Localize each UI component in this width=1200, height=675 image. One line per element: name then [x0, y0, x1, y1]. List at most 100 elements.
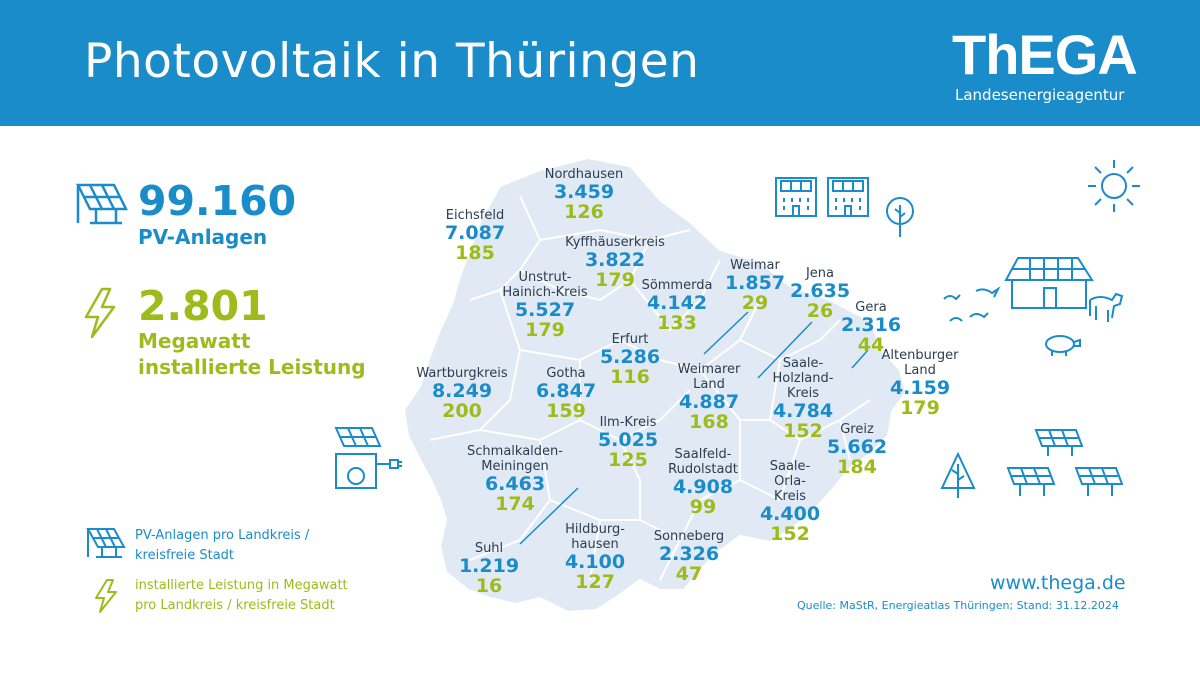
region-name: Erfurt	[611, 332, 649, 347]
region-mw: 44	[857, 334, 885, 356]
region-mw: 125	[608, 449, 648, 471]
region-name-line2: Meiningen	[481, 459, 549, 474]
region-pv-count: 2.635	[789, 280, 851, 302]
region-pv-count: 2.326	[658, 543, 720, 565]
pv-count: 99.160	[138, 177, 297, 225]
region-name-line1: Hildburg-	[565, 522, 625, 537]
region-name-line2: Rudolstadt	[668, 462, 738, 477]
region-pv-count: 5.025	[597, 429, 659, 451]
region-name-line2: Land	[904, 363, 936, 378]
region-pv-count: 6.847	[535, 380, 597, 402]
region-pv-count: 4.887	[678, 391, 740, 413]
region-mw: 174	[495, 493, 535, 515]
region-name-line1: Saale-	[782, 356, 824, 371]
region-pv-count: 5.286	[599, 346, 661, 368]
region-name-line1: Schmalkalden-	[467, 444, 563, 459]
region-name: Gotha	[546, 366, 586, 381]
region-mw: 152	[783, 420, 823, 442]
legend-solar-panel-icon	[86, 528, 126, 558]
region-mw: 16	[475, 575, 503, 597]
fir-tree-icon	[940, 452, 976, 498]
mw-label-line2: installierte Leistung	[138, 355, 366, 379]
website-link[interactable]: www.thega.de	[990, 572, 1126, 594]
thuringia-map	[402, 156, 908, 614]
pv-count-label: PV-Anlagen	[138, 225, 268, 249]
region-pv-count: 8.249	[431, 380, 493, 402]
region-suhl: Suhl 1.219 16	[459, 541, 519, 596]
region-mw: 168	[689, 411, 729, 433]
region-name-line1: Weimarer	[677, 362, 741, 377]
region-altenburger-land: Altenburger Land 4.159 179	[881, 348, 958, 418]
region-mw: 185	[455, 242, 495, 264]
tree-icon	[886, 197, 914, 237]
region-pv-count: 4.159	[889, 377, 951, 399]
birds-icon	[943, 286, 1001, 322]
region-name-line1: Unstrut-	[518, 270, 572, 285]
region-mw: 47	[675, 563, 703, 585]
page-title: Photovoltaik in Thüringen	[84, 34, 700, 89]
sun-icon	[1088, 160, 1140, 212]
region-name-line2: Orla-	[774, 474, 806, 489]
mw-value: 2.801	[138, 282, 268, 330]
region-mw: 127	[575, 571, 615, 593]
solar-panel-icon	[76, 183, 128, 225]
region-mw: 99	[689, 496, 717, 518]
region-pv-count: 4.142	[646, 292, 708, 314]
region-eichsfeld: Eichsfeld 7.087 185	[445, 208, 505, 263]
region-saalfeld-rudolstadt: Saalfeld- Rudolstadt 4.908 99	[668, 447, 738, 517]
region-pv-count: 7.087	[444, 222, 506, 244]
region-soemmerda: Sömmerda 4.142 133	[642, 278, 713, 333]
region-pv-count: 4.100	[564, 551, 626, 573]
region-name-line3: Kreis	[774, 489, 806, 504]
region-pv-count: 1.219	[458, 555, 520, 577]
legend-lightning-icon	[95, 579, 117, 613]
region-pv-count: 4.908	[672, 476, 734, 498]
region-name: Weimar	[730, 258, 780, 273]
region-nordhausen: Nordhausen 3.459 126	[545, 167, 624, 222]
region-mw: 159	[546, 400, 586, 422]
region-pv-count: 5.527	[514, 299, 576, 321]
region-pv-count: 3.459	[553, 181, 615, 203]
region-pv-count: 1.857	[724, 272, 786, 294]
pig-icon	[1045, 335, 1081, 356]
region-mw: 29	[741, 292, 769, 314]
region-pv-count: 5.662	[826, 436, 888, 458]
legend-pv-line2: kreisfreie Stadt	[135, 548, 235, 563]
region-mw: 126	[564, 201, 604, 223]
source-note: Quelle: MaStR, Energieatlas Thüringen; S…	[797, 599, 1119, 612]
region-name: Sonneberg	[653, 529, 725, 544]
solar-charging-station-icon	[334, 427, 402, 489]
region-name-line1: Altenburger	[881, 348, 959, 363]
region-mw: 152	[770, 523, 810, 545]
logo-subtitle: Landesenergieagentur	[955, 86, 1125, 104]
region-name-line2: Holzland-	[772, 371, 834, 386]
region-mw: 179	[595, 269, 635, 291]
legend-mw-line2: pro Landkreis / kreisfreie Stadt	[135, 598, 335, 613]
region-jena: Jena 2.635 26	[790, 266, 850, 321]
solar-field-panel-icon-3	[1074, 467, 1124, 496]
region-name: Wartburgkreis	[416, 366, 508, 381]
region-schmalkalden-meiningen: Schmalkalden- Meiningen 6.463 174	[467, 444, 563, 514]
region-pv-count: 4.784	[772, 400, 834, 422]
region-pv-count: 2.316	[840, 314, 902, 336]
region-gotha: Gotha 6.847 159	[536, 366, 596, 421]
region-wartburgkreis: Wartburgkreis 8.249 200	[416, 366, 507, 421]
region-name: Ilm-Kreis	[599, 415, 657, 430]
solar-field-panel-icon-2	[1006, 467, 1056, 496]
region-mw: 184	[837, 456, 877, 478]
region-saale-holzland-kreis: Saale- Holzland- Kreis 4.784 152	[773, 356, 834, 441]
region-hildburghausen: Hildburg- hausen 4.100 127	[565, 522, 625, 592]
region-name-line1: Saalfeld-	[674, 447, 732, 462]
region-mw: 200	[442, 400, 482, 422]
region-erfurt: Erfurt 5.286 116	[600, 332, 660, 387]
region-weimarer-land: Weimarer Land 4.887 168	[678, 362, 741, 432]
header-bar: Photovoltaik in Thüringen ThEGA Landesen…	[0, 0, 1200, 126]
region-kyffhaeuserkreis: Kyffhäuserkreis 3.822 179	[565, 235, 665, 290]
thega-logo: ThEGA	[952, 23, 1138, 86]
region-pv-count: 4.400	[759, 503, 821, 525]
region-weimar: Weimar 1.857 29	[725, 258, 785, 313]
legend-pv-line1: PV-Anlagen pro Landkreis /	[135, 528, 310, 543]
region-name-line2: Land	[693, 377, 725, 392]
region-name-line3: Kreis	[787, 386, 819, 401]
buildings-with-solar-icon	[775, 177, 869, 217]
